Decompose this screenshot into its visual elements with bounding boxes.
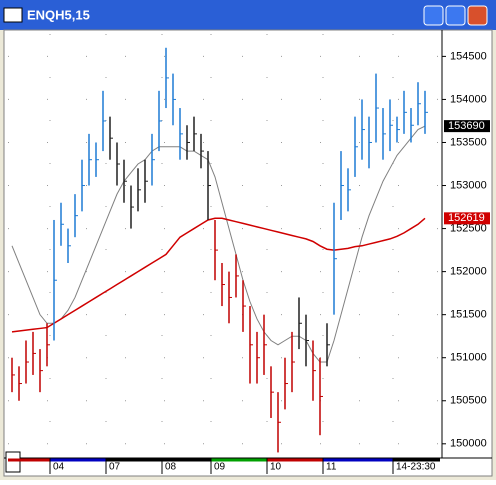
x-tick-label: 14-23:30 <box>396 462 436 473</box>
y-tick-label: 151000 <box>450 352 487 364</box>
app-icon <box>3 7 23 23</box>
x-tick-label: 08 <box>165 462 177 473</box>
y-tick-label: 153000 <box>450 179 487 191</box>
x-tick-label: 07 <box>109 462 121 473</box>
y-tick-label: 152000 <box>450 266 487 278</box>
x-tick-label: 09 <box>214 462 226 473</box>
title-bar <box>0 0 496 30</box>
window-title: ENQH5,15 <box>27 7 90 22</box>
y-tick-label: 154500 <box>450 50 487 62</box>
y-tick-label: 150500 <box>450 395 487 407</box>
minimize-button[interactable] <box>423 5 444 26</box>
scroll-box[interactable] <box>5 451 21 473</box>
last-value-box <box>444 120 490 133</box>
x-tick-label: 11 <box>326 462 337 473</box>
chart-area <box>3 29 493 477</box>
y-tick-label: 151500 <box>450 309 487 321</box>
y-tick-label: 154000 <box>450 93 487 105</box>
x-tick-label: 04 <box>53 462 65 473</box>
last-value-box <box>444 212 490 225</box>
last-value-label: 152619 <box>448 212 485 224</box>
y-tick-label: 150000 <box>450 438 487 450</box>
moving-average-line <box>11 125 426 363</box>
moving-average-line <box>11 217 426 333</box>
y-tick-label: 152500 <box>450 222 487 234</box>
y-tick-label: 153500 <box>450 136 487 148</box>
last-value-label: 153690 <box>448 120 485 132</box>
maximize-button[interactable] <box>445 5 466 26</box>
x-tick-label: 10 <box>270 462 282 473</box>
close-button[interactable] <box>467 5 488 26</box>
